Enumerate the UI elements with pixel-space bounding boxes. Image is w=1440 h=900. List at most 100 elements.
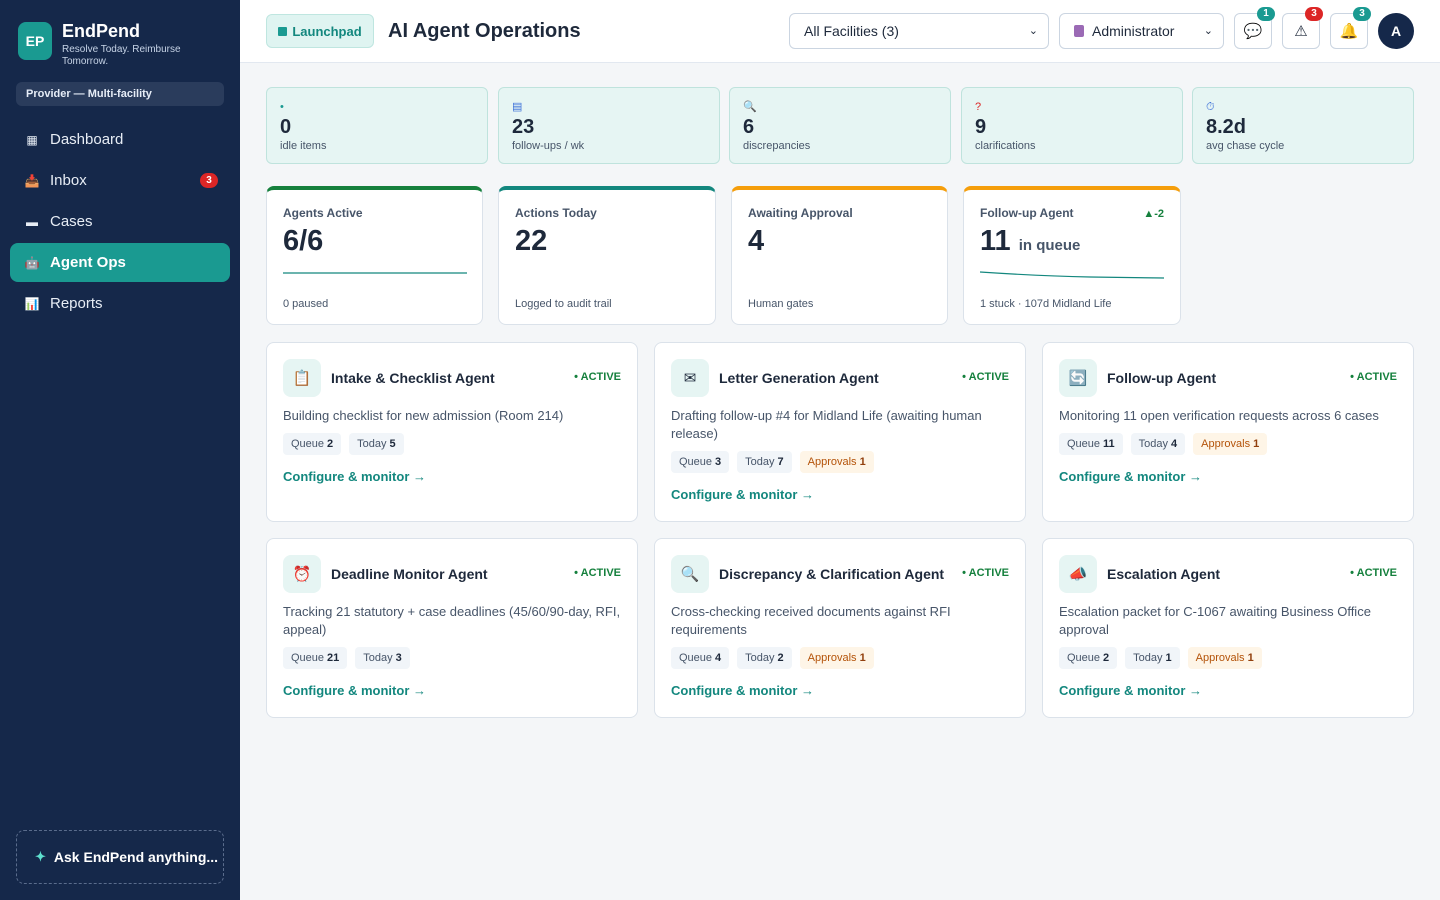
kpi-tile[interactable]: 🔍 6 discrepancies [729,87,951,164]
alerts-badge: 3 [1305,7,1323,21]
chip-value: 1 [1247,652,1254,664]
chip-label: Today [1133,652,1163,664]
messages-badge: 1 [1257,7,1275,21]
agent-card: ✉ Letter Generation Agent • ACTIVE Drafting… [654,342,1026,522]
kpi-tile[interactable]: ? 9 clarifications [961,87,1183,164]
agent-card-header: 📋 Intake & Checklist Agent • ACTIVE [283,359,621,397]
queue-chip: Queue 3 [671,451,730,473]
sidebar: EP EndPend Resolve Today. Reimburse Tomo… [0,0,240,900]
agent-name: Intake & Checklist Agent [331,370,495,386]
stat-card: Actions Today 22 Logged to audit trail [498,186,716,325]
approvals-chip: Approvals 1 [1193,433,1268,455]
brand-tagline: Resolve Today. Reimburse Tomorrow. [62,44,181,67]
chip-label: Today [1138,438,1169,450]
alerts-button[interactable]: ⚠ 3 [1282,7,1323,49]
agent-description: Cross-checking received documents agains… [671,604,951,637]
stat-value: 4 [748,224,931,258]
kpi-label: discrepancies [743,140,811,152]
agent-metrics: Queue 2 Today 5 [283,433,621,455]
kpi-label: follow-ups / wk [512,140,585,152]
sidebar-item-inbox[interactable]: 📥 Inbox 3 [10,161,230,200]
user-role-icon [1074,25,1084,37]
agent-description: Drafting follow-up #4 for Midland Life (… [671,408,982,441]
chip-label: Today [745,456,775,468]
sidebar-item-label: Reports [50,295,103,312]
sidebar-item-dashboard[interactable]: ▦ Dashboard [10,120,230,159]
configure-monitor-link[interactable]: Configure & monitor → [283,469,426,484]
grid-icon: ▦ [26,132,38,147]
status-badge: • ACTIVE [1350,567,1397,579]
queue-chip: Queue 21 [283,647,348,669]
chip-value: 1 [859,652,866,664]
chip-label: Approvals [807,456,857,468]
sidebar-item-cases[interactable]: ▬ Cases [10,202,230,241]
chip-value: 4 [1171,438,1178,450]
approvals-chip: Approvals 1 [799,647,874,669]
alarm-icon: ⏰ [283,555,321,593]
approvals-chip: Approvals 1 [1187,647,1262,669]
brand[interactable]: EP EndPend Resolve Today. Reimburse Tomo… [18,22,202,68]
chip-label: Approvals [1195,652,1245,664]
sparkline [980,271,1164,279]
configure-monitor-link[interactable]: Configure & monitor → [1059,469,1202,484]
agent-card: ⏰ Deadline Monitor Agent • ACTIVE Tracking … [266,538,638,718]
role-select[interactable]: Administrator ⌄ [1059,13,1224,49]
robot-icon: 🤖 [24,255,40,270]
stat-unit: in queue [1018,237,1081,254]
kpi-value: 6 [743,116,755,138]
kpi-tile[interactable]: ⏱ 8.2d avg chase cycle [1192,87,1414,164]
sidebar-item-label: Inbox [50,172,87,189]
today-chip: Today 2 [737,647,792,669]
launchpad-button[interactable]: Launchpad [266,14,374,48]
ask-assistant-button[interactable]: ✦ Ask EndPend anything... [16,830,224,884]
chip-value: 2 [327,438,334,450]
sidebar-item-agent-ops[interactable]: 🤖 Agent Ops [10,243,230,282]
stat-value: 22 [515,224,699,258]
kpi-tile[interactable]: ▤ 23 follow-ups / wk [498,87,720,164]
agent-description: Escalation packet for C-1067 awaiting Bu… [1059,604,1371,637]
agent-card: 📣 Escalation Agent • ACTIVE Escalation pack… [1042,538,1414,718]
role-pill: Provider — Multi-facility [16,82,224,106]
agent-name: Letter Generation Agent [719,370,879,386]
page-title: AI Agent Operations [388,20,581,42]
status-badge: • ACTIVE [962,371,1009,383]
stat-value: 11 in queue [980,224,1164,263]
kpi-tile[interactable]: • 0 idle items [266,87,488,164]
status-badge: • ACTIVE [574,371,621,383]
chip-value: 21 [327,652,340,664]
chip-label: Queue [679,652,713,664]
notifications-button[interactable]: 🔔 3 [1330,7,1371,49]
chip-value: 3 [715,456,722,468]
stat-number: 6/6 [283,225,324,257]
megaphone-icon: 📣 [1059,555,1097,593]
chip-label: Approvals [1201,438,1251,450]
messages-button[interactable]: 💬 1 [1234,7,1275,49]
stat-label: Agents Active [283,206,363,220]
configure-monitor-link[interactable]: Configure & monitor → [1059,683,1202,698]
chart-icon: 📊 [24,296,40,311]
chip-label: Queue [1067,438,1101,450]
facility-select-value: All Facilities (3) [804,23,899,39]
queue-chip: Queue 11 [1059,433,1123,455]
chip-label: Today [363,652,393,664]
sparkle-icon: ✦ [35,849,46,864]
chevron-down-icon: ⌄ [1203,25,1213,37]
sparkline-path [980,271,1164,279]
avatar[interactable]: A [1378,13,1414,49]
today-chip: Today 4 [1130,433,1186,455]
stat-number: 22 [515,225,548,257]
kpi-value: 23 [512,116,535,138]
stat-value: 6/6 [283,224,466,258]
status-badge: • ACTIVE [574,567,621,579]
sparkline [283,272,467,274]
configure-monitor-link[interactable]: Configure & monitor → [671,487,814,502]
sidebar-item-reports[interactable]: 📊 Reports [10,284,230,323]
trend-indicator: ▲-2 [1143,208,1164,220]
facility-select[interactable]: All Facilities (3) ⌄ [789,13,1049,49]
stat-label: Actions Today [515,206,597,220]
agent-description: Monitoring 11 open verification requests… [1059,408,1379,423]
configure-monitor-link[interactable]: Configure & monitor → [283,683,426,698]
timer-icon: ⏱ [1206,101,1215,113]
chip-label: Today [745,652,775,664]
configure-monitor-link[interactable]: Configure & monitor → [671,683,814,698]
